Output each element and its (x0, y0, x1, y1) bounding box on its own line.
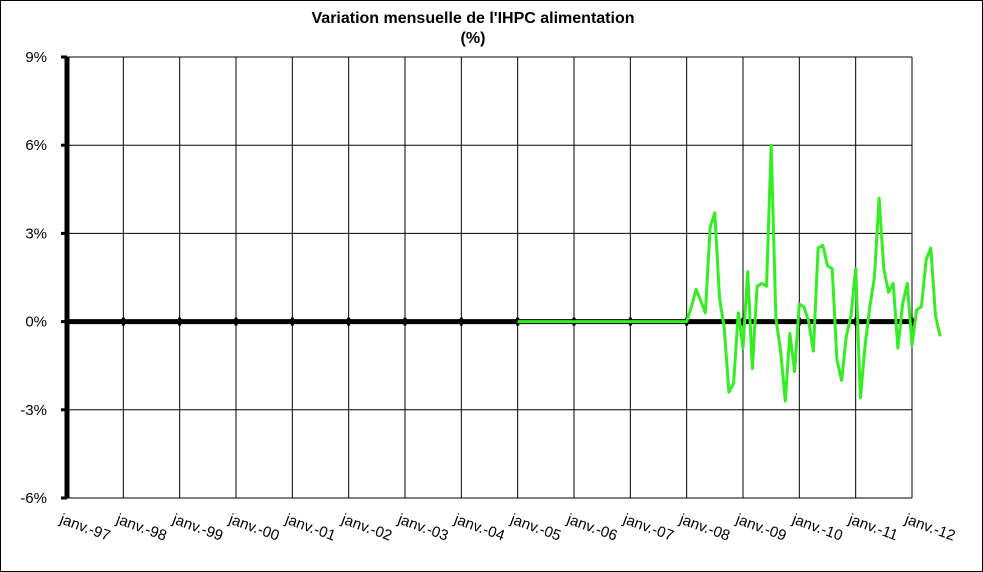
y-tick-labels: 9% 6% 3% 0% -3% -6% (20, 49, 47, 507)
grid (66, 56, 913, 499)
x-tick-label: janv.-04 (451, 510, 507, 544)
y-tick-label: -6% (20, 490, 47, 507)
y-tick-label: 3% (25, 225, 47, 242)
x-tick-label: janv.-10 (789, 510, 845, 544)
y-tick-label: 9% (25, 49, 47, 66)
x-tick-label: janv.-97 (57, 510, 113, 544)
chart-title: Variation mensuelle de l'IHPC alimentati… (312, 10, 635, 27)
chart-subtitle: (%) (461, 30, 486, 47)
y-tick-label: 0% (25, 314, 47, 331)
x-tick-label: janv.-01 (282, 510, 338, 544)
x-tick-label: janv.-09 (733, 510, 789, 544)
y-tick-label: -3% (20, 402, 47, 419)
series-layer (517, 143, 942, 403)
x-tick-label: janv.-98 (113, 510, 169, 544)
x-tick-label: janv.-11 (845, 510, 900, 544)
axes (61, 55, 915, 500)
x-tick-label: janv.-05 (507, 510, 563, 544)
x-tick-label: janv.-12 (902, 510, 958, 544)
x-tick-label: janv.-08 (676, 510, 732, 544)
x-tick-label: janv.-06 (564, 510, 620, 544)
x-tick-label: janv.-99 (169, 510, 225, 544)
y-tick-label: 6% (25, 137, 47, 154)
x-tick-label: janv.-03 (395, 510, 451, 544)
x-tick-labels: janv.-97 janv.-98 janv.-99 janv.-00 janv.-01… (57, 510, 958, 544)
x-tick-label: janv.-00 (226, 510, 282, 544)
series-line (517, 143, 942, 403)
x-tick-label: janv.-02 (338, 510, 394, 544)
x-tick-label: janv.-07 (620, 510, 676, 544)
